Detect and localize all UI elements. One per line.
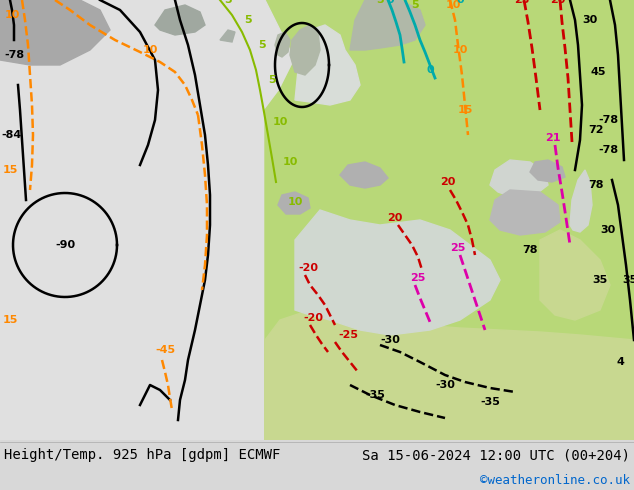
- Text: -45: -45: [155, 345, 175, 355]
- Text: 15: 15: [3, 315, 18, 325]
- Text: 25: 25: [450, 243, 466, 253]
- Text: 10: 10: [142, 45, 158, 55]
- Text: 20: 20: [387, 213, 403, 223]
- Text: 25: 25: [410, 273, 425, 283]
- Text: 5: 5: [411, 0, 419, 10]
- Text: 78: 78: [588, 180, 604, 190]
- Text: 72: 72: [588, 125, 604, 135]
- Polygon shape: [540, 230, 610, 320]
- Polygon shape: [265, 310, 634, 440]
- Text: 10: 10: [287, 197, 302, 207]
- Text: Sa 15-06-2024 12:00 UTC (00+204): Sa 15-06-2024 12:00 UTC (00+204): [362, 448, 630, 462]
- Polygon shape: [530, 160, 565, 182]
- Text: 10: 10: [273, 117, 288, 127]
- Text: -78: -78: [598, 115, 618, 125]
- Text: 78: 78: [522, 245, 538, 255]
- Polygon shape: [290, 25, 320, 75]
- Text: 0: 0: [426, 65, 434, 75]
- Polygon shape: [0, 0, 110, 65]
- Text: 4: 4: [616, 357, 624, 367]
- Polygon shape: [220, 30, 235, 42]
- Text: -30: -30: [380, 335, 400, 345]
- Text: 21: 21: [545, 133, 560, 143]
- Text: 10: 10: [4, 10, 20, 20]
- Text: ©weatheronline.co.uk: ©weatheronline.co.uk: [480, 473, 630, 487]
- Text: 5: 5: [244, 15, 252, 25]
- Polygon shape: [340, 162, 388, 188]
- Text: 0: 0: [456, 0, 464, 5]
- Text: -35: -35: [365, 390, 385, 400]
- Text: -30: -30: [435, 380, 455, 390]
- Text: -78: -78: [4, 50, 24, 60]
- Text: 20: 20: [440, 177, 456, 187]
- Text: -25: -25: [338, 330, 358, 340]
- Text: -90: -90: [55, 240, 75, 250]
- Text: 10: 10: [445, 0, 461, 10]
- Text: 5: 5: [224, 0, 232, 5]
- Polygon shape: [295, 210, 500, 335]
- Text: -20: -20: [298, 263, 318, 273]
- Text: 5: 5: [376, 0, 384, 5]
- Text: 0: 0: [386, 0, 394, 5]
- Text: 5: 5: [268, 75, 276, 85]
- Text: 20: 20: [550, 0, 566, 5]
- Text: 10: 10: [452, 45, 468, 55]
- Text: 10: 10: [282, 157, 298, 167]
- Text: -20: -20: [303, 313, 323, 323]
- Polygon shape: [265, 0, 370, 440]
- Polygon shape: [430, 0, 515, 82]
- Text: 45: 45: [590, 67, 605, 77]
- Text: -78: -78: [598, 145, 618, 155]
- Text: 15: 15: [457, 105, 473, 115]
- Polygon shape: [570, 170, 592, 232]
- Text: 25: 25: [514, 0, 529, 5]
- Text: 5: 5: [258, 40, 266, 50]
- Text: 35: 35: [592, 275, 607, 285]
- Polygon shape: [275, 32, 290, 57]
- Polygon shape: [0, 0, 300, 440]
- Polygon shape: [490, 160, 548, 198]
- Text: -84: -84: [2, 130, 22, 140]
- Polygon shape: [350, 0, 425, 50]
- Polygon shape: [278, 192, 310, 214]
- FancyBboxPatch shape: [265, 0, 634, 440]
- Polygon shape: [295, 25, 360, 105]
- Text: -35: -35: [480, 397, 500, 407]
- Text: 15: 15: [3, 165, 18, 175]
- Polygon shape: [490, 190, 560, 235]
- Polygon shape: [550, 0, 634, 440]
- Text: 30: 30: [600, 225, 616, 235]
- Polygon shape: [155, 5, 205, 35]
- Text: 35: 35: [623, 275, 634, 285]
- Text: Height/Temp. 925 hPa [gdpm] ECMWF: Height/Temp. 925 hPa [gdpm] ECMWF: [4, 448, 280, 462]
- Text: 30: 30: [583, 15, 598, 25]
